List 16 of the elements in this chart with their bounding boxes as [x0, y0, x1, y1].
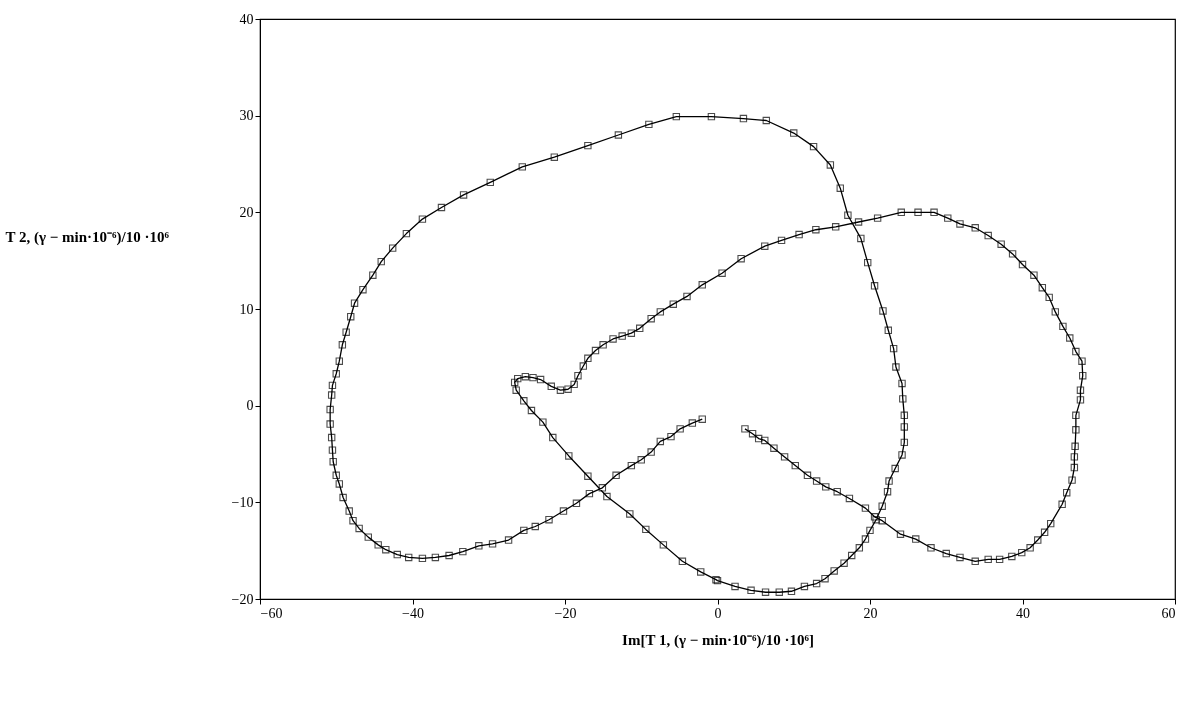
y-tick-label: −20	[231, 591, 254, 607]
y-tick-label: 0	[246, 398, 254, 414]
x-tick-label: −20	[554, 605, 577, 621]
x-tick-label: 20	[863, 605, 878, 621]
y-tick-label: 30	[239, 108, 254, 124]
x-tick-label: 60	[1161, 605, 1176, 621]
x-tick-label: −40	[402, 605, 424, 621]
x-tick-label: 0	[714, 605, 722, 621]
x-axis-title: Im[T 1, (γ − min·10⁻⁶)/10 ·10⁶]	[622, 631, 814, 649]
y-tick-label: 10	[239, 301, 254, 317]
x-tick-label: −60	[260, 605, 283, 621]
y-tick-label: 40	[239, 11, 254, 27]
y-axis-title: T 2, (γ − min·10⁻⁶)/10 ·10⁶	[5, 228, 170, 246]
x-tick-label: 40	[1016, 605, 1030, 621]
y-tick-label: −10	[231, 494, 254, 510]
y-tick-label: 20	[239, 204, 254, 220]
